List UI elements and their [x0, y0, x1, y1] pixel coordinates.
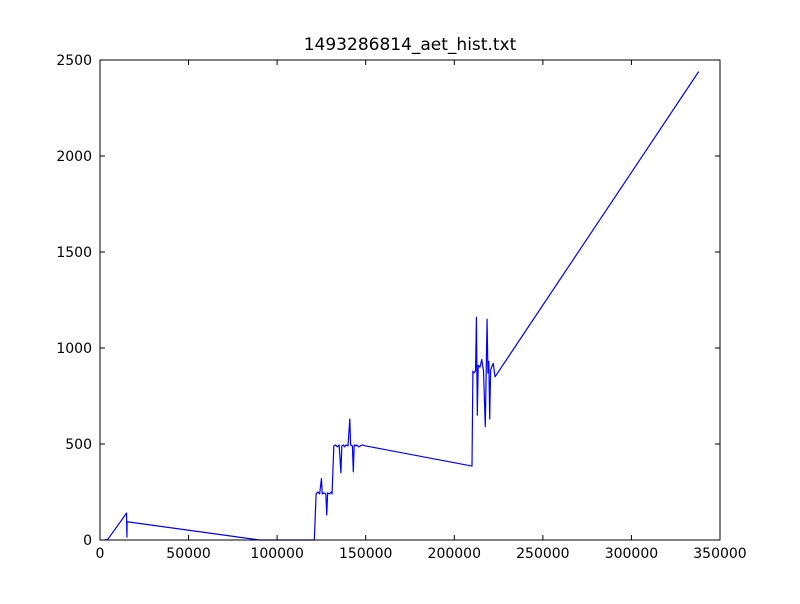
axes-frame: [99, 59, 721, 541]
series-layer: [104, 71, 700, 541]
x-tick-label: 100000: [250, 546, 303, 562]
y-tick-label: 1500: [56, 245, 92, 261]
y-tick-label: 2500: [56, 53, 92, 69]
x-tick-label: 0: [96, 546, 105, 562]
x-tick-label: 300000: [605, 546, 658, 562]
ticks-layer: 0 50000 100000 150000 200000 250000 300000 3500…: [56, 53, 746, 562]
series-line-0: [104, 71, 700, 541]
y-tick-label: 500: [65, 437, 92, 453]
y-tick-label: 2000: [56, 149, 92, 165]
y-tick-label: 0: [83, 533, 92, 549]
chart-title: 1493286814_aet_hist.txt: [303, 35, 517, 55]
x-tick-label: 50000: [166, 546, 211, 562]
x-tick-label: 250000: [516, 546, 569, 562]
x-tick-label: 200000: [428, 546, 481, 562]
x-tick-label: 350000: [693, 546, 746, 562]
x-tick-label: 150000: [339, 546, 392, 562]
y-tick-label: 1000: [56, 341, 92, 357]
